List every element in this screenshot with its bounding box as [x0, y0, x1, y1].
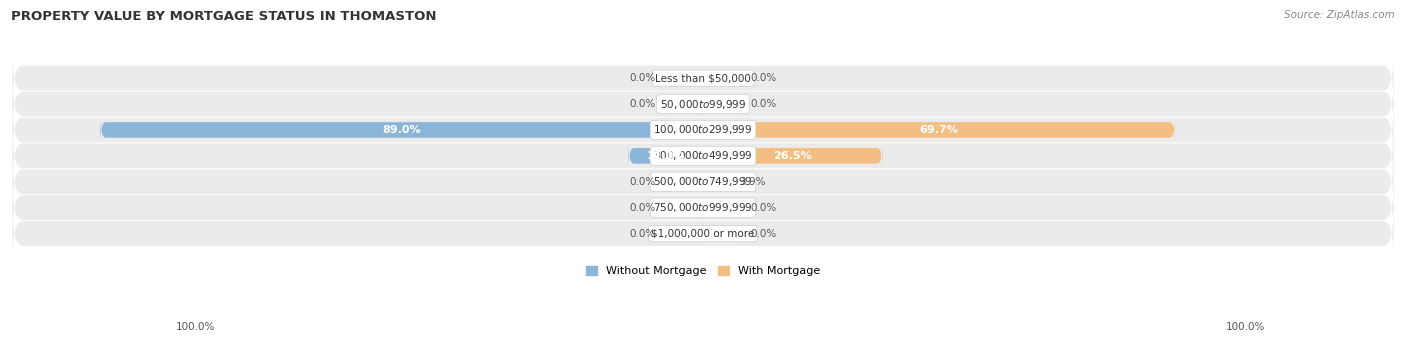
- Text: 0.0%: 0.0%: [751, 73, 776, 83]
- FancyBboxPatch shape: [628, 143, 703, 169]
- Text: 0.0%: 0.0%: [630, 203, 655, 213]
- FancyBboxPatch shape: [13, 78, 1393, 131]
- FancyBboxPatch shape: [703, 221, 740, 247]
- Text: 11.0%: 11.0%: [647, 151, 685, 161]
- Text: 0.0%: 0.0%: [630, 228, 655, 239]
- FancyBboxPatch shape: [703, 65, 740, 91]
- Text: Less than $50,000: Less than $50,000: [655, 73, 751, 83]
- Text: Source: ZipAtlas.com: Source: ZipAtlas.com: [1284, 10, 1395, 20]
- Text: 3.9%: 3.9%: [740, 177, 766, 187]
- FancyBboxPatch shape: [666, 221, 703, 247]
- Text: 0.0%: 0.0%: [751, 203, 776, 213]
- FancyBboxPatch shape: [100, 117, 703, 143]
- Text: $750,000 to $999,999: $750,000 to $999,999: [654, 201, 752, 214]
- Text: 100.0%: 100.0%: [176, 322, 215, 332]
- Text: $300,000 to $499,999: $300,000 to $499,999: [654, 149, 752, 162]
- FancyBboxPatch shape: [666, 195, 703, 221]
- FancyBboxPatch shape: [13, 52, 1393, 105]
- FancyBboxPatch shape: [703, 91, 740, 117]
- Text: 26.5%: 26.5%: [773, 151, 813, 161]
- FancyBboxPatch shape: [703, 169, 730, 195]
- FancyBboxPatch shape: [703, 143, 883, 169]
- Text: 0.0%: 0.0%: [751, 99, 776, 109]
- Text: $100,000 to $299,999: $100,000 to $299,999: [654, 123, 752, 136]
- Text: 69.7%: 69.7%: [920, 125, 959, 135]
- Text: 0.0%: 0.0%: [630, 99, 655, 109]
- Text: $500,000 to $749,999: $500,000 to $749,999: [654, 175, 752, 188]
- FancyBboxPatch shape: [703, 117, 1175, 143]
- FancyBboxPatch shape: [666, 169, 703, 195]
- Text: 0.0%: 0.0%: [751, 228, 776, 239]
- FancyBboxPatch shape: [13, 130, 1393, 182]
- FancyBboxPatch shape: [13, 104, 1393, 157]
- Text: $1,000,000 or more: $1,000,000 or more: [651, 228, 755, 239]
- FancyBboxPatch shape: [666, 65, 703, 91]
- FancyBboxPatch shape: [666, 91, 703, 117]
- Legend: Without Mortgage, With Mortgage: Without Mortgage, With Mortgage: [582, 262, 824, 281]
- FancyBboxPatch shape: [13, 181, 1393, 234]
- Text: 0.0%: 0.0%: [630, 177, 655, 187]
- FancyBboxPatch shape: [703, 195, 740, 221]
- Text: 100.0%: 100.0%: [1226, 322, 1265, 332]
- Text: 0.0%: 0.0%: [630, 73, 655, 83]
- Text: 89.0%: 89.0%: [382, 125, 420, 135]
- Text: PROPERTY VALUE BY MORTGAGE STATUS IN THOMASTON: PROPERTY VALUE BY MORTGAGE STATUS IN THO…: [11, 10, 437, 23]
- Text: $50,000 to $99,999: $50,000 to $99,999: [659, 98, 747, 110]
- FancyBboxPatch shape: [13, 207, 1393, 260]
- FancyBboxPatch shape: [13, 155, 1393, 208]
